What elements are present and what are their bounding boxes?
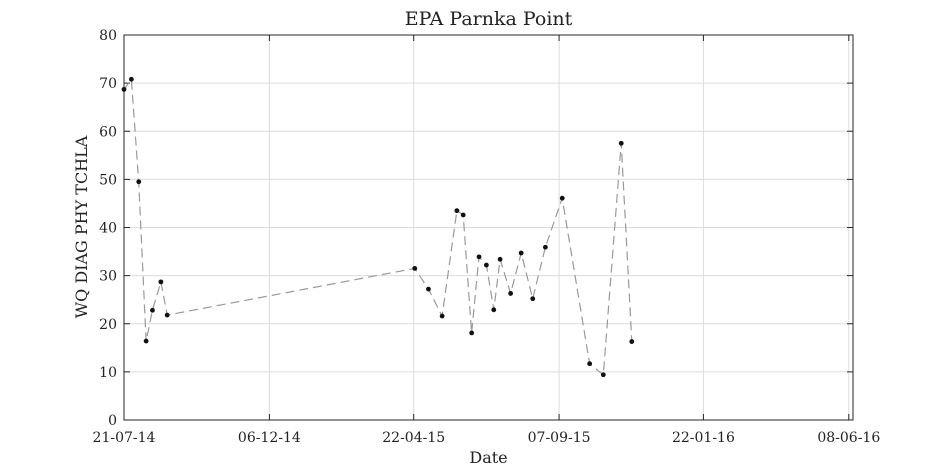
x-tick-label: 22-01-16 <box>672 430 735 446</box>
y-tick-label: 30 <box>99 269 117 285</box>
data-point <box>150 307 155 313</box>
data-point <box>587 361 593 367</box>
data-point <box>426 286 431 292</box>
data-point <box>439 313 445 319</box>
data-point <box>508 291 514 296</box>
data-point <box>542 244 548 250</box>
x-axis-label: Date <box>469 448 507 467</box>
data-point <box>491 307 497 313</box>
x-tick-label: 07-09-15 <box>528 430 591 446</box>
data-point <box>497 256 503 262</box>
chart-title: EPA Parnka Point <box>405 8 573 30</box>
data-point <box>618 140 624 146</box>
y-tick-label: 20 <box>99 317 117 333</box>
grid <box>124 35 853 420</box>
data-point <box>412 266 418 271</box>
y-tick-label: 60 <box>99 124 117 140</box>
data-point <box>530 296 536 302</box>
x-tick-label: 06-12-14 <box>238 430 301 446</box>
axis-ticks: 0 10 20 30 40 50 60 70 80 21-07-14 06-12-14 22-04-1… <box>93 28 881 446</box>
x-tick-label: 21-07-14 <box>93 430 156 446</box>
data-point <box>518 250 524 256</box>
y-tick-label: 50 <box>99 172 117 188</box>
series-line <box>123 77 633 376</box>
data-point <box>143 338 149 344</box>
data-point <box>136 179 142 185</box>
x-tick-label: 22-04-15 <box>382 430 445 446</box>
series <box>121 76 635 378</box>
data-point <box>454 208 460 214</box>
data-point <box>476 254 482 260</box>
y-tick-label: 40 <box>99 221 117 237</box>
x-tick-label: 08-06-16 <box>817 430 880 446</box>
data-point <box>460 212 466 218</box>
y-tick-label: 0 <box>108 413 117 429</box>
data-point <box>158 279 164 285</box>
data-point <box>121 86 127 92</box>
y-tick-label: 10 <box>99 365 117 381</box>
y-tick-label: 70 <box>99 76 117 92</box>
y-tick-label: 80 <box>99 28 117 44</box>
data-point <box>559 195 565 201</box>
y-axis-label: WQ DIAG PHY TCHLA <box>72 135 91 318</box>
data-point <box>483 262 489 268</box>
data-point <box>128 76 134 82</box>
data-point <box>164 312 170 318</box>
data-point <box>629 339 635 344</box>
data-point <box>600 372 606 378</box>
data-point <box>469 330 475 336</box>
